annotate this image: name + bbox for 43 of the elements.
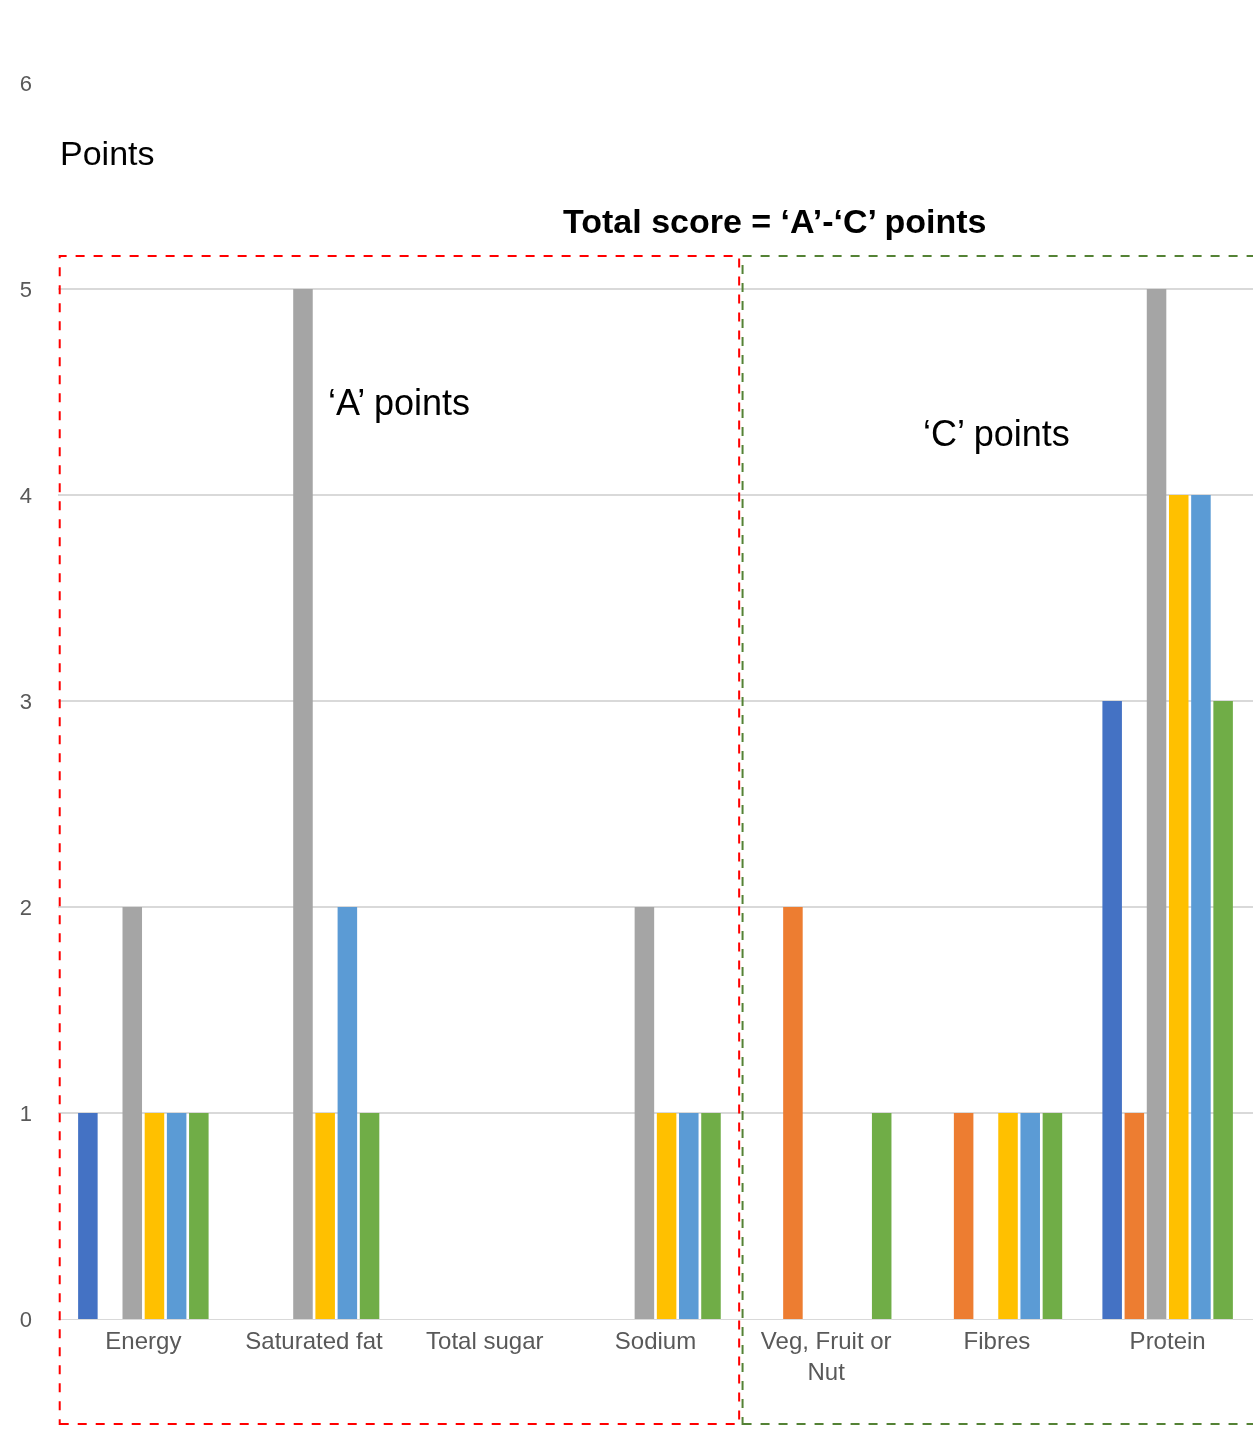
bar (783, 907, 803, 1319)
bar (166, 1113, 187, 1319)
bar (1146, 289, 1167, 1319)
x-tick-label: Fibres (963, 1326, 1031, 1354)
bar (315, 1113, 335, 1319)
x-tick-label: Protein (1129, 1326, 1206, 1354)
bar (679, 1113, 699, 1319)
x-tick-label: Veg, Fruit or Nut (760, 1326, 892, 1385)
y-tick-label: 3 (19, 688, 32, 714)
bar (189, 1113, 209, 1319)
bar (1020, 1113, 1040, 1319)
bar (337, 907, 358, 1319)
annotation: ‘A’ points (328, 382, 471, 423)
y-tick-label: 1 (19, 1100, 32, 1126)
y-axis-title: Points (60, 134, 155, 172)
annotation: ‘C’ points (923, 413, 1070, 454)
bar (656, 1113, 677, 1319)
x-tick-label: Energy (105, 1326, 182, 1354)
bar (1213, 701, 1233, 1319)
x-tick-label: Saturated fat (245, 1326, 384, 1354)
bar (871, 1113, 892, 1319)
bar (634, 907, 655, 1319)
bar (953, 1113, 974, 1319)
y-tick-label: 0 (19, 1306, 32, 1332)
bar (359, 1113, 380, 1319)
bar (78, 1113, 98, 1319)
y-tick-label: 5 (19, 276, 32, 302)
bar (122, 907, 143, 1319)
bar (293, 289, 313, 1319)
y-tick-label: 6 (19, 70, 32, 96)
bar (998, 1113, 1018, 1319)
bar (1168, 495, 1189, 1319)
bar (701, 1113, 721, 1319)
y-tick-label: 2 (19, 894, 32, 920)
text: Total score = ‘A’-‘C’ points (563, 202, 987, 240)
x-tick-label: Sodium (614, 1326, 697, 1354)
y-tick-label: 4 (19, 482, 32, 508)
bar (144, 1113, 165, 1319)
bar (1124, 1113, 1145, 1319)
x-tick-label: Total sugar (426, 1326, 544, 1354)
bar (1042, 1113, 1063, 1319)
bar (1191, 495, 1211, 1319)
bar (1102, 701, 1122, 1319)
